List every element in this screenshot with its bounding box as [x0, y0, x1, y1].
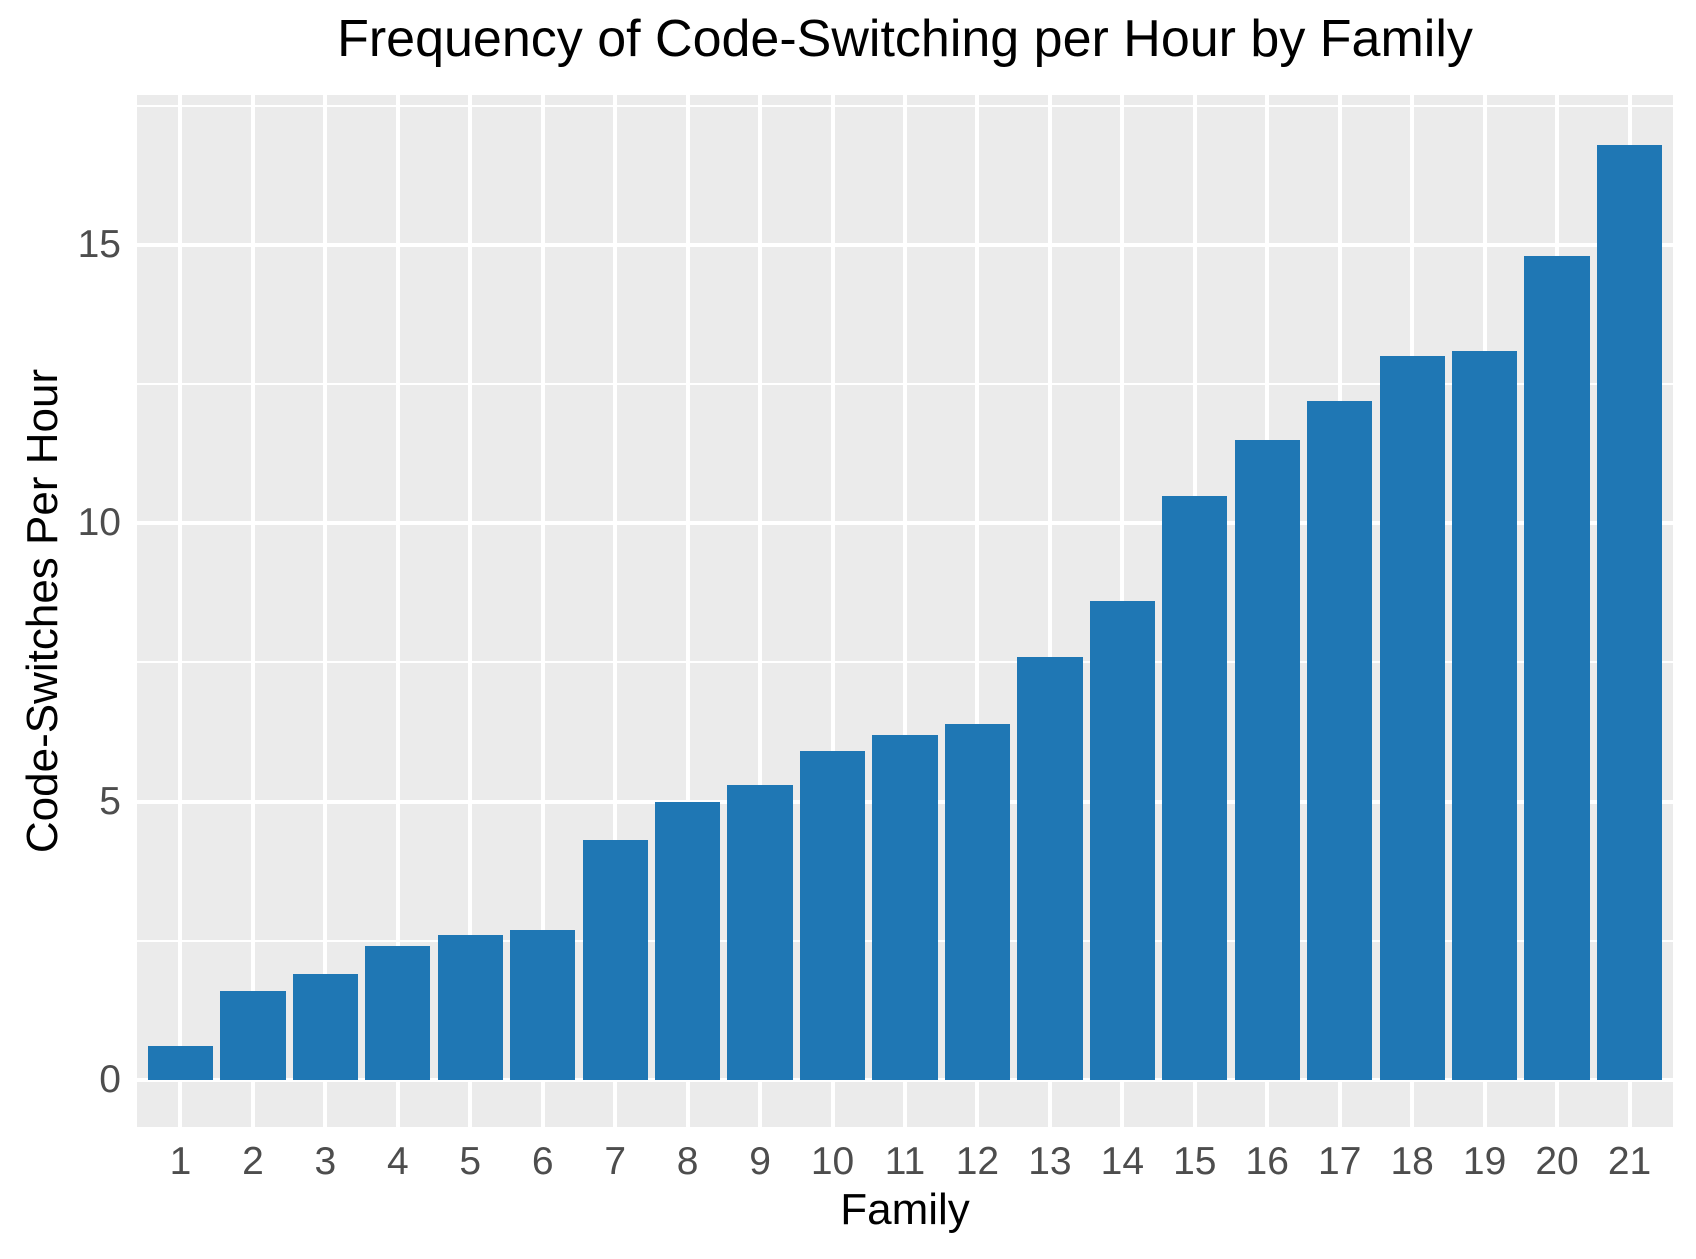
- bar-family-1: [147, 1046, 214, 1080]
- bar-family-6: [510, 929, 576, 1080]
- x-tick-label: 6: [531, 1140, 554, 1183]
- gridline-major-vertical: [830, 95, 835, 1127]
- gridline-major-vertical: [178, 95, 183, 1127]
- x-tick-label: 14: [1100, 1140, 1145, 1183]
- x-tick-label: 1: [169, 1140, 192, 1183]
- x-tick-label: 19: [1462, 1140, 1507, 1183]
- x-tick-label: 13: [1028, 1140, 1072, 1183]
- x-tick-label: 5: [459, 1140, 482, 1183]
- bar-family-8: [655, 801, 721, 1080]
- x-tick-label: 10: [810, 1140, 855, 1183]
- chart-title: Frequency of Code-Switching per Hour by …: [337, 10, 1473, 68]
- x-tick-label: 20: [1535, 1140, 1579, 1183]
- bar-family-11: [872, 734, 938, 1080]
- gridline-major-vertical: [758, 95, 763, 1127]
- bar-family-13: [1017, 656, 1083, 1080]
- gridline-major-vertical: [395, 95, 400, 1127]
- x-tick-label: 11: [884, 1140, 926, 1183]
- bar-family-5: [437, 935, 503, 1080]
- x-tick-label: 18: [1390, 1140, 1434, 1183]
- bar-family-21: [1596, 145, 1663, 1080]
- y-tick-label: 0: [99, 1057, 121, 1101]
- y-tick-label: 15: [77, 223, 121, 267]
- bar-family-12: [944, 723, 1011, 1080]
- x-tick-label: 2: [242, 1140, 264, 1183]
- gridline-major-vertical: [613, 95, 618, 1127]
- x-tick-label: 9: [749, 1140, 771, 1183]
- x-axis-label: Family: [840, 1185, 970, 1234]
- bar-family-2: [220, 990, 286, 1080]
- bar-family-3: [292, 974, 358, 1080]
- gridline-major-vertical: [685, 95, 690, 1127]
- y-tick-label: 5: [99, 779, 121, 823]
- bar-family-15: [1162, 495, 1228, 1080]
- gridline-major-vertical: [323, 95, 328, 1127]
- bar-family-17: [1307, 400, 1373, 1080]
- x-tick-label: 21: [1607, 1140, 1652, 1183]
- x-tick-label: 15: [1173, 1140, 1217, 1183]
- x-tick-label: 7: [604, 1140, 627, 1183]
- gridline-major-vertical: [975, 95, 980, 1127]
- bar-family-9: [727, 784, 793, 1080]
- x-tick-label: 3: [314, 1140, 337, 1183]
- bar-family-4: [365, 946, 431, 1080]
- plot-panel: [137, 95, 1673, 1127]
- x-tick-label: 12: [955, 1140, 1000, 1183]
- gridline-major-vertical: [250, 95, 255, 1127]
- bar-family-18: [1379, 356, 1445, 1080]
- bar-family-16: [1234, 439, 1300, 1080]
- gridline-major-vertical: [540, 95, 545, 1127]
- x-tick-label: 4: [386, 1140, 409, 1183]
- gridline-major-vertical: [1047, 95, 1052, 1127]
- bar-family-14: [1089, 601, 1155, 1080]
- gridline-major-vertical: [903, 95, 907, 1127]
- bar-family-19: [1452, 350, 1518, 1080]
- x-tick-label: 8: [676, 1140, 699, 1183]
- gridline-major-vertical: [468, 95, 473, 1127]
- bar-family-7: [582, 840, 648, 1080]
- x-tick-label: 16: [1245, 1140, 1289, 1183]
- x-tick-label: 17: [1318, 1140, 1362, 1183]
- bar-family-20: [1524, 256, 1590, 1080]
- bar-family-10: [799, 751, 866, 1080]
- y-tick-label: 10: [77, 501, 121, 545]
